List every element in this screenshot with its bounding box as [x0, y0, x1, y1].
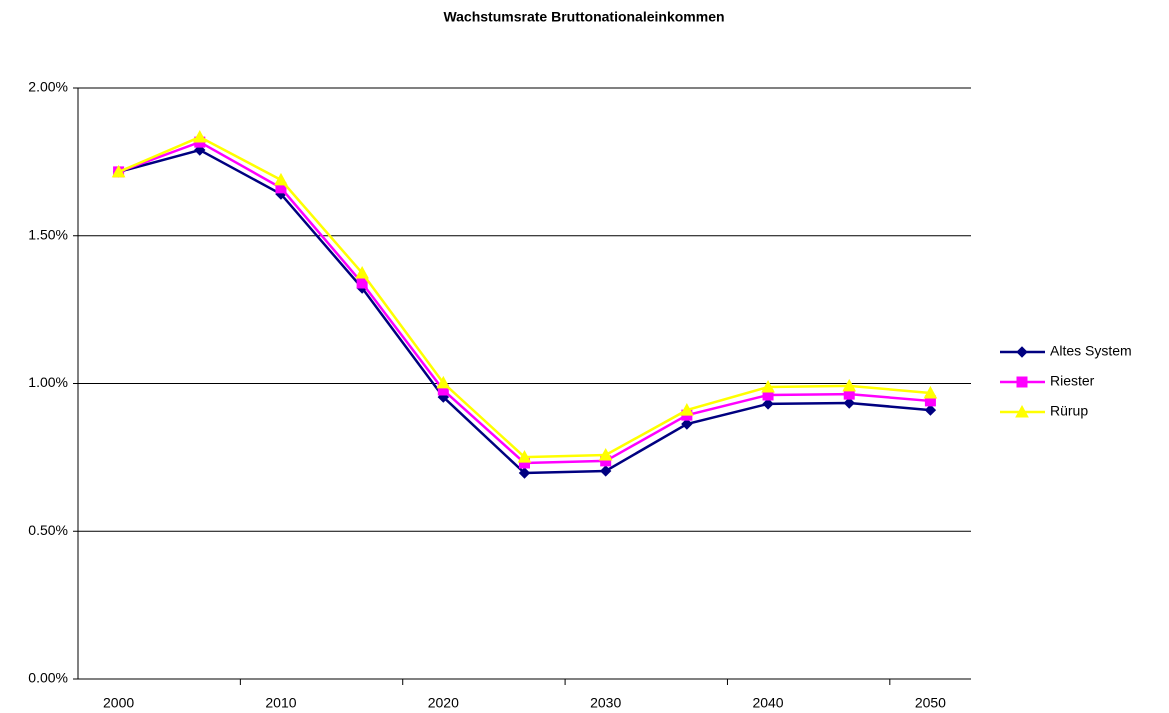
- point-marker: [923, 385, 938, 399]
- point-marker: [355, 265, 369, 279]
- point-marker: [274, 172, 288, 186]
- y-tick-label: 0.50%: [28, 522, 68, 538]
- x-tick-label: 2050: [915, 695, 946, 711]
- point-marker: [761, 380, 775, 393]
- x-tick-label: 2040: [752, 695, 783, 711]
- point-marker: [681, 418, 693, 430]
- point-marker: [599, 465, 612, 477]
- y-tick-label: 0.00%: [28, 670, 68, 686]
- y-tick-label: 1.00%: [28, 374, 68, 390]
- series-line: [118, 148, 931, 475]
- point-marker: [680, 403, 694, 416]
- series-line: [118, 135, 931, 459]
- point-marker: [924, 404, 937, 416]
- point-marker: [843, 397, 855, 409]
- y-tick-label: 2.00%: [28, 79, 68, 95]
- legend-marker: [1016, 376, 1028, 388]
- point-marker: [842, 378, 857, 392]
- series-line: [118, 140, 931, 465]
- y-tick-label: 1.50%: [28, 226, 68, 242]
- point-marker: [436, 375, 451, 389]
- legend-marker: [1015, 404, 1029, 418]
- point-marker: [192, 130, 207, 143]
- x-tick-label: 2020: [428, 695, 459, 711]
- x-tick-label: 2030: [590, 695, 621, 711]
- point-marker: [762, 398, 774, 410]
- point-marker: [598, 447, 613, 461]
- point-marker: [111, 164, 126, 178]
- legend-label: Riester: [1050, 373, 1095, 389]
- legend-marker: [1016, 346, 1028, 358]
- point-marker: [518, 467, 531, 479]
- chart-title: Wachstumsrate Bruttonationaleinkommen: [443, 9, 724, 25]
- legend-label: Altes System: [1050, 343, 1132, 359]
- point-marker: [517, 450, 532, 463]
- x-tick-label: 2000: [103, 695, 134, 711]
- legend-label: Rürup: [1050, 403, 1088, 419]
- x-tick-label: 2010: [265, 695, 296, 711]
